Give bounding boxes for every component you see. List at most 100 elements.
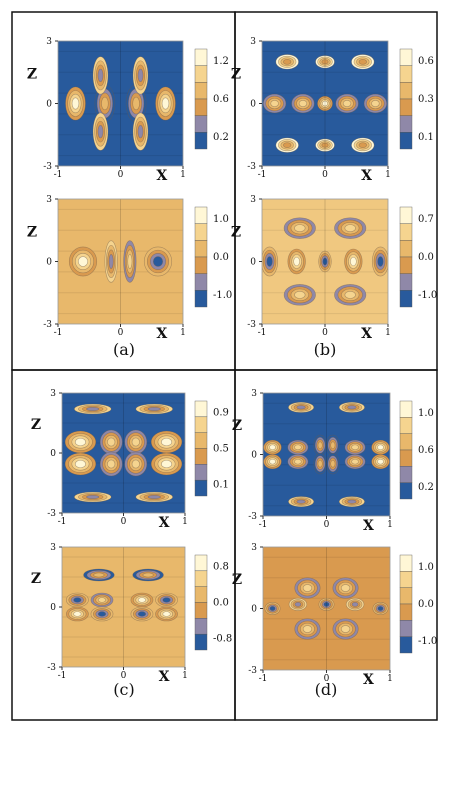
- colorbar-swatch: [399, 636, 413, 654]
- colorbar-swatch: [194, 206, 208, 224]
- x-tick-label: -1: [259, 520, 268, 530]
- contour-blob: [377, 256, 384, 267]
- colorbar-swatch: [194, 256, 208, 274]
- z-tick-label: 3: [250, 195, 256, 205]
- contour-blob: [283, 59, 292, 65]
- contour-blob: [162, 611, 171, 617]
- contour-blob: [321, 142, 329, 148]
- z-tick-label: 3: [251, 543, 257, 553]
- bottom-contour-plot: 3 0 -3-1 0 1 Z X 0.8 0.0 -0.8: [31, 543, 232, 685]
- x-axis-label: X: [156, 168, 167, 184]
- colorbar-label: 0.2: [213, 132, 229, 143]
- colorbar-label: 0.0: [418, 599, 434, 610]
- contour-field: [58, 41, 183, 166]
- contour-blob: [97, 68, 104, 83]
- z-tick-label: 0: [46, 258, 52, 268]
- contour-blob: [296, 499, 306, 504]
- colorbar-swatch: [194, 554, 208, 572]
- colorbar-swatch: [399, 206, 413, 224]
- colorbar-swatch: [399, 223, 413, 241]
- x-tick-label: 0: [322, 328, 328, 338]
- z-axis-label: Z: [31, 417, 41, 433]
- colorbar-label: 0.1: [418, 132, 434, 143]
- contour-blob: [377, 444, 384, 451]
- z-tick-label: 3: [251, 389, 257, 399]
- colorbar-swatch: [399, 603, 413, 621]
- z-tick-label: -3: [43, 162, 52, 172]
- contour-field: [62, 547, 185, 667]
- z-axis-label: Z: [27, 67, 37, 83]
- colorbar-label: 1.0: [213, 214, 229, 225]
- x-tick-label: 0: [322, 170, 328, 180]
- z-axis-label: Z: [31, 571, 41, 587]
- contour-blob: [269, 444, 276, 451]
- z-tick-label: -3: [248, 512, 257, 522]
- colorbar-swatch: [194, 400, 208, 418]
- contour-field: [58, 199, 183, 324]
- colorbar-label: 0.0: [213, 252, 229, 263]
- colorbar: 1.0 0.0 -1.0: [194, 206, 232, 308]
- contour-blob: [74, 459, 86, 469]
- colorbar: 0.7 0.0 -1.0: [399, 206, 437, 308]
- colorbar-label: -1.0: [418, 636, 437, 647]
- x-tick-label: 0: [118, 170, 124, 180]
- colorbar-swatch: [194, 479, 208, 497]
- colorbar-swatch: [399, 240, 413, 258]
- contour-blob: [269, 606, 276, 611]
- z-axis-label: Z: [231, 67, 241, 83]
- contour-blob: [74, 437, 86, 447]
- contour-blob: [321, 59, 329, 65]
- colorbar-swatch: [399, 554, 413, 572]
- colorbar-swatch: [399, 290, 413, 308]
- colorbar-swatch: [194, 464, 208, 481]
- x-tick-label: 1: [387, 520, 393, 530]
- panel-caption: (a): [113, 340, 135, 359]
- contour-blob: [108, 254, 114, 269]
- contour-blob: [161, 97, 170, 110]
- contour-blob: [340, 584, 351, 592]
- panel-caption: (c): [113, 680, 134, 699]
- colorbar: 1.0 0.0 -1.0: [399, 554, 437, 654]
- x-tick-label: 0: [324, 520, 330, 530]
- contour-blob: [351, 444, 359, 451]
- x-axis-label: X: [363, 672, 374, 688]
- panel-caption: (b): [314, 340, 337, 359]
- colorbar-label: -1.0: [418, 290, 437, 301]
- colorbar-label: 0.6: [418, 56, 434, 67]
- contour-blob: [344, 224, 356, 233]
- colorbar-swatch: [399, 273, 413, 291]
- colorbar-swatch: [194, 416, 208, 433]
- colorbar-swatch: [399, 256, 413, 274]
- contour-blob: [351, 602, 359, 607]
- contour-blob: [340, 625, 351, 633]
- contour-blob: [137, 68, 144, 83]
- x-tick-label: 1: [180, 328, 186, 338]
- top-contour-plot: 3 0 -3-1 0 1 Z X 0.9 0.5 0.1: [31, 389, 229, 531]
- z-tick-label: -3: [43, 320, 52, 330]
- x-axis-label: X: [159, 515, 170, 531]
- colorbar-swatch: [399, 620, 413, 637]
- contour-blob: [73, 611, 82, 617]
- bottom-contour-plot: 3 0 -3-1 0 1 Z X 0.7 0.0 -1.0: [231, 195, 437, 342]
- x-tick-label: -1: [58, 671, 67, 681]
- x-tick-label: 1: [385, 170, 391, 180]
- colorbar-label: 0.7: [418, 214, 434, 225]
- contour-blob: [294, 224, 306, 233]
- z-tick-label: -3: [248, 666, 257, 676]
- z-tick-label: 3: [46, 37, 52, 47]
- z-tick-label: -3: [247, 320, 256, 330]
- colorbar-label: 0.2: [418, 482, 434, 493]
- colorbar-swatch: [194, 82, 208, 100]
- colorbar-label: 0.3: [418, 94, 434, 105]
- z-tick-label: -3: [47, 509, 56, 519]
- contour-blob: [358, 142, 367, 148]
- contour-blob: [298, 100, 308, 107]
- colorbar-swatch: [399, 48, 413, 66]
- contour-blob: [350, 256, 357, 267]
- contour-blob: [317, 441, 323, 450]
- contour-blob: [131, 437, 140, 447]
- z-axis-label: Z: [232, 572, 242, 588]
- contour-field: [263, 393, 390, 516]
